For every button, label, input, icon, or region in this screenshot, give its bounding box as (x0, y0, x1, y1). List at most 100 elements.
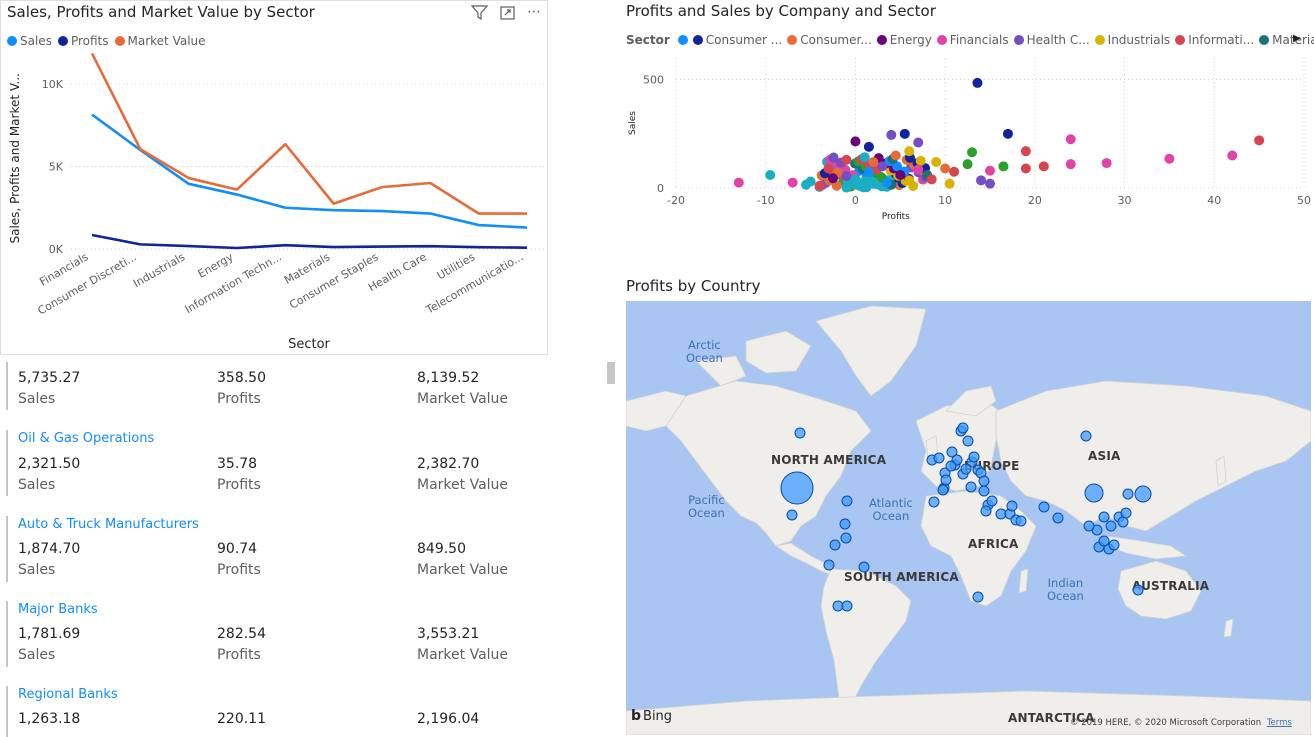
market-value-label: Market Value (417, 647, 509, 663)
legend-item[interactable] (677, 35, 688, 45)
country-profit-bubble (840, 532, 852, 544)
legend-item-market-value[interactable]: Market Value (114, 34, 206, 48)
country-profit-bubble (962, 435, 974, 447)
map-copyright: © 2019 HERE, © 2020 Microsoft Corporatio… (1070, 718, 1292, 728)
market-value-label: Market Value (417, 391, 509, 407)
map-bubbles-layer (780, 422, 1152, 612)
sales-value: 5,735.27 (18, 370, 81, 386)
country-profit-bubble (1108, 539, 1120, 551)
scatter-point (1254, 135, 1265, 146)
scatter-point (967, 147, 978, 158)
x-tick-label: -20 (667, 194, 685, 207)
focus-mode-icon[interactable] (500, 6, 515, 23)
x-tick-label: 10 (938, 194, 952, 207)
scatter-point (841, 154, 852, 165)
country-profit-bubble (965, 481, 977, 493)
legend-item-profits[interactable]: Profits (57, 34, 109, 48)
scatter-point (1065, 134, 1076, 145)
terms-link[interactable]: Terms (1266, 718, 1292, 728)
industry-name[interactable]: Regional Banks (18, 687, 118, 702)
scatter-point (881, 177, 892, 188)
x-tick-label: 40 (1207, 194, 1221, 207)
country-profit-bubble (841, 600, 853, 612)
country-profit-bubble (1083, 520, 1095, 532)
legend-item[interactable]: Energy (876, 33, 932, 47)
legend-item[interactable]: Informati... (1175, 33, 1254, 47)
x-tick-label: 20 (1028, 194, 1042, 207)
scatter-point (868, 157, 879, 167)
country-profit-bubble (1098, 511, 1110, 523)
legend-swatch (876, 35, 887, 45)
scatter-point (972, 77, 983, 88)
legend-item[interactable]: Consumer ... (692, 33, 782, 47)
legend-item[interactable]: Consumer... (787, 33, 872, 47)
country-profit-bubble (1098, 535, 1110, 547)
scatter-point (949, 166, 960, 177)
bing-icon: b (631, 708, 642, 724)
x-tick-label: Industrials (131, 250, 187, 290)
x-tick-label: 30 (1118, 194, 1132, 207)
card-row: Major Banks 1,781.69 Sales 282.54 Profit… (6, 601, 596, 671)
legend-item-sales[interactable]: Sales (7, 34, 52, 48)
legend-item[interactable]: Materials (1259, 33, 1314, 47)
country-profit-bubble (786, 509, 798, 521)
sales-value: 1,874.70 (18, 541, 81, 557)
card-row: Auto & Truck Manufacturers 1,874.70 Sale… (6, 516, 596, 586)
row-accent-bar (6, 362, 8, 410)
legend-item[interactable]: Industrials (1094, 33, 1170, 47)
scatter-plot: 0 500 -20 -10 0 10 20 30 40 50 Sales Profits (628, 58, 1311, 222)
north-america-label: NORTH AMERICA (771, 453, 887, 467)
world-land-shapes (626, 305, 1311, 735)
profits-label: Profits (217, 562, 261, 578)
indian-ocean-label: Indian Ocean (1047, 576, 1084, 603)
legend-swatch (114, 36, 125, 46)
map-visual[interactable]: Arctic Ocean Pacific Ocean Atlantic Ocean I… (626, 301, 1311, 735)
industry-name[interactable]: Auto & Truck Manufacturers (18, 517, 199, 532)
market-value-value: 849.50 (417, 541, 466, 557)
country-profit-bubble (1080, 430, 1092, 442)
legend-label: Health C... (1026, 33, 1090, 47)
market-value-label: Market Value (417, 477, 509, 493)
market-value-value: 3,553.21 (417, 626, 480, 642)
x-axis-title: Profits (882, 212, 910, 222)
scatter-point (940, 163, 951, 174)
scrollbar-thumb[interactable] (607, 362, 615, 384)
scatter-legend: Sector Consumer ... Consumer... Energy F… (626, 33, 1314, 47)
scatter-point (765, 170, 776, 180)
legend-title: Sector (626, 33, 670, 47)
industry-name[interactable]: Oil & Gas Operations (18, 431, 155, 446)
profits-label: Profits (217, 391, 261, 407)
scatter-point (913, 164, 924, 175)
profits-value: 358.50 (217, 370, 266, 386)
more-options-icon[interactable]: ⋯ (527, 4, 542, 20)
row-accent-bar (6, 601, 8, 667)
country-profit-bubble (1117, 516, 1129, 528)
profits-value: 220.11 (217, 711, 266, 727)
sales-value: 2,321.50 (18, 456, 81, 472)
scatter-point (787, 177, 798, 188)
legend-item[interactable]: Financials (936, 33, 1009, 47)
legend-item[interactable]: Health C... (1013, 33, 1090, 47)
scatter-point (915, 155, 926, 166)
row-accent-bar (6, 686, 8, 737)
market-value-value: 8,139.52 (417, 370, 480, 386)
country-profit-bubble (968, 451, 980, 463)
country-profit-bubble (946, 446, 958, 458)
country-profit-bubble (933, 452, 945, 464)
x-axis-title: Sector (288, 337, 330, 352)
legend-swatch (57, 36, 68, 46)
x-tick-label: 50 (1297, 194, 1311, 207)
legend-swatch (1013, 35, 1024, 45)
copyright-text: © 2019 HERE, © 2020 Microsoft Corporatio… (1070, 718, 1262, 728)
legend-next-arrow-icon[interactable]: ▶ (1293, 33, 1301, 44)
filter-icon[interactable] (470, 5, 489, 24)
australia-label: AUSTRALIA (1132, 579, 1210, 593)
y-tick-label: 0 (657, 182, 664, 195)
legend-swatch (692, 35, 703, 45)
atlantic-ocean-label: Atlantic Ocean (869, 496, 913, 523)
country-profit-bubble (1105, 520, 1117, 532)
country-profit-bubble (940, 474, 952, 486)
industry-name[interactable]: Major Banks (18, 602, 98, 617)
card-row: Regional Banks 1,263.18 220.11 2,196.04 (6, 686, 596, 737)
